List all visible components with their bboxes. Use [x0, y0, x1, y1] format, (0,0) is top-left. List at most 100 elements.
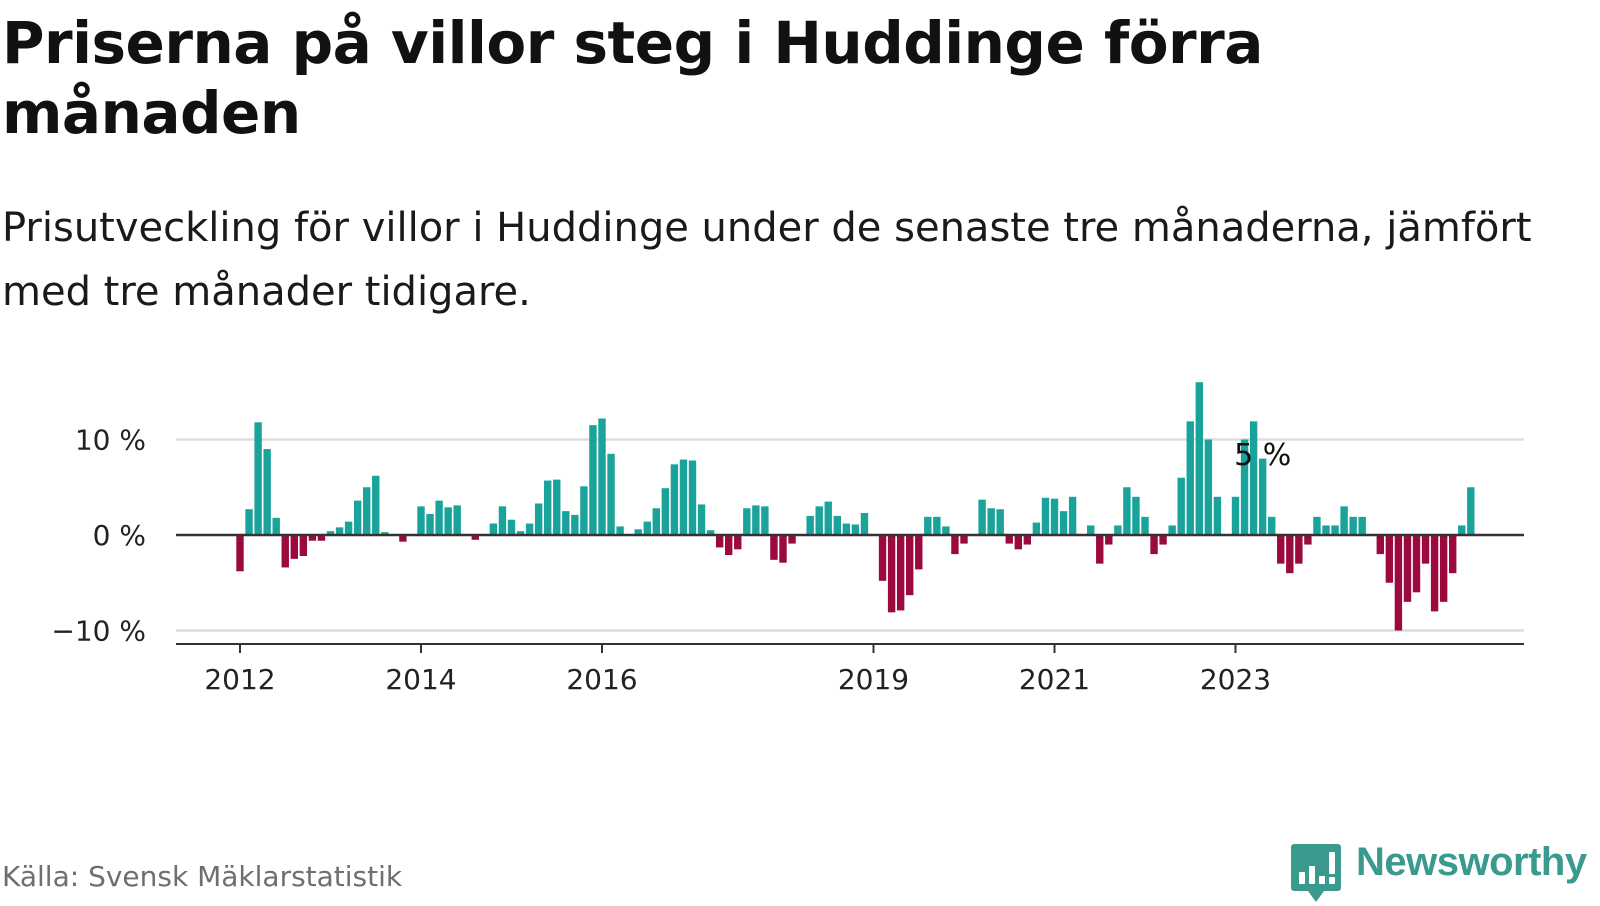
bar — [887, 535, 896, 613]
bar — [1304, 535, 1312, 545]
bar — [1231, 496, 1240, 535]
labels: 10 % 0 % −10 % 2012 2014 2016 2019 2021 2023 5 % — [51, 424, 1291, 697]
y-tick-label: 10 % — [75, 424, 146, 457]
bar — [978, 499, 986, 535]
bar — [860, 513, 869, 535]
bar — [1096, 535, 1104, 564]
y-tick-label: −10 % — [51, 615, 146, 648]
bar — [444, 507, 452, 536]
chart-title: Priserna på villor steg i Huddinge förra… — [2, 9, 1263, 147]
bar — [688, 460, 697, 535]
bar — [770, 535, 778, 560]
bar — [534, 503, 543, 536]
bar — [1195, 382, 1203, 535]
bar — [489, 523, 498, 535]
bar — [1141, 516, 1149, 535]
bar — [715, 535, 724, 548]
bar — [263, 449, 271, 535]
bar — [326, 531, 335, 535]
bar — [1087, 525, 1095, 535]
bar — [1403, 535, 1412, 602]
bar — [553, 479, 561, 535]
brand-logo: Newsworthy — [1290, 840, 1587, 906]
bar — [851, 524, 860, 536]
bar — [236, 535, 244, 572]
bar — [471, 535, 479, 540]
bar — [833, 515, 841, 535]
bar-chart: 10 % 0 % −10 % 2012 2014 2016 2019 2021 2023 5 % — [51, 382, 1524, 697]
bar — [1249, 421, 1258, 535]
bar — [652, 508, 660, 535]
bar — [960, 535, 968, 544]
bar — [417, 506, 425, 535]
bar — [670, 464, 679, 535]
bar — [571, 514, 579, 535]
bar — [435, 500, 443, 535]
newsworthy-logo-icon — [1291, 844, 1341, 902]
bar — [933, 516, 941, 535]
bar — [426, 513, 434, 535]
bar — [1050, 498, 1059, 535]
bar — [381, 532, 389, 535]
bar — [1159, 535, 1167, 545]
bar — [1105, 535, 1113, 545]
axes — [176, 533, 1524, 653]
bar — [815, 506, 823, 535]
bar — [896, 535, 905, 611]
bar — [878, 535, 887, 581]
bar — [761, 506, 769, 535]
bar — [951, 535, 959, 555]
bar — [706, 530, 715, 535]
x-tick-label: 2023 — [1200, 663, 1271, 696]
y-tick-label: 0 % — [93, 519, 146, 552]
bar — [1268, 516, 1276, 535]
bar — [1204, 439, 1213, 535]
bar — [679, 459, 688, 535]
x-tick-label: 2012 — [204, 663, 275, 696]
bar — [516, 531, 525, 535]
bar — [299, 535, 308, 557]
bar — [1286, 535, 1294, 574]
bar — [562, 511, 570, 536]
bar — [1023, 535, 1032, 545]
bar — [290, 535, 298, 559]
bar — [272, 517, 280, 535]
bar — [1041, 497, 1050, 535]
bar — [399, 535, 407, 542]
bar — [1068, 496, 1077, 535]
bar — [1412, 535, 1421, 593]
bar — [779, 535, 787, 563]
bar — [544, 480, 552, 535]
x-tick-label: 2019 — [838, 663, 909, 696]
bar — [335, 527, 344, 535]
bar — [743, 508, 751, 535]
bar — [1059, 511, 1068, 536]
bar — [1177, 477, 1185, 535]
bar — [281, 535, 289, 568]
bar — [580, 486, 588, 535]
bar — [1322, 525, 1330, 535]
bar — [1150, 535, 1158, 555]
bar — [906, 535, 914, 596]
bar — [1114, 525, 1122, 535]
bar — [1277, 535, 1285, 564]
bar — [1313, 516, 1321, 535]
bar — [1005, 535, 1013, 544]
bar — [1421, 535, 1430, 564]
bar — [254, 422, 262, 535]
chart-subtitle: Prisutveckling för villor i Huddinge und… — [2, 205, 1532, 315]
bar — [1123, 487, 1131, 535]
bar — [363, 487, 371, 535]
bar — [788, 535, 796, 544]
bar — [245, 509, 253, 536]
bar — [842, 523, 851, 535]
bar — [824, 501, 832, 535]
bar — [1376, 535, 1384, 555]
bar — [1394, 535, 1403, 631]
bar — [1331, 525, 1339, 535]
bar — [1186, 421, 1194, 535]
bar — [616, 526, 624, 536]
bar — [987, 508, 995, 535]
bar — [915, 535, 923, 570]
bar — [589, 425, 597, 535]
